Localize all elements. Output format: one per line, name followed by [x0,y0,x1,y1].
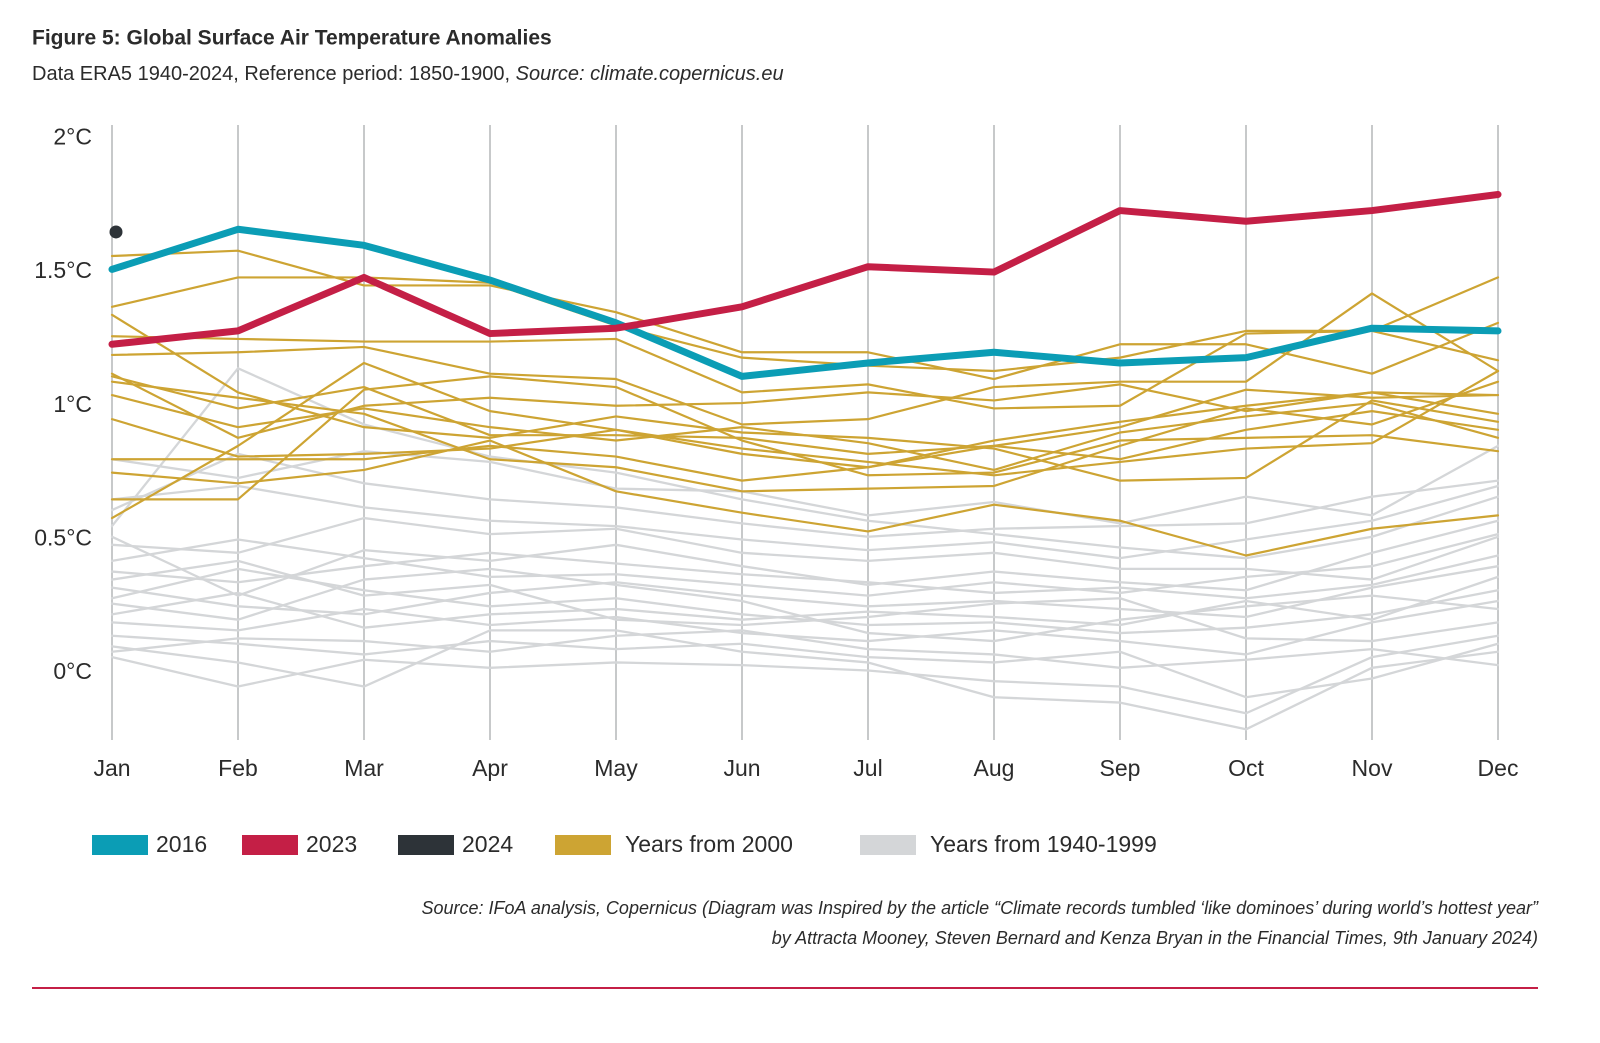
x-tick-label: Oct [1228,755,1264,781]
x-tick-label: Feb [218,755,258,781]
x-tick-label: Jul [853,755,882,781]
year-line [110,439,1500,557]
year-line [110,361,1500,520]
x-tick-label: Nov [1352,755,1393,781]
y-tick-label: 1°C [53,391,92,417]
year-line [110,375,1500,501]
year-line [110,634,1500,715]
y-tick-label: 1.5°C [34,257,92,283]
year-line [110,313,1500,482]
footnote: by Attracta Mooney, Steven Bernard and K… [772,928,1538,948]
year-line [110,532,1500,597]
footnote: Source: IFoA analysis, Copernicus (Diagr… [422,898,1539,918]
x-tick-label: Aug [974,755,1015,781]
legend-swatch [92,835,148,855]
year-line [110,452,1500,538]
legend-swatch [242,835,298,855]
year-line [110,629,1500,731]
chart-title: Figure 5: Global Surface Air Temperature… [32,27,552,50]
year-line [110,519,1500,597]
legend-label: 2024 [462,831,513,857]
y-tick-label: 0.5°C [34,525,92,551]
year-line [110,567,1500,643]
year-line [110,276,1500,410]
x-tick-label: Jan [93,755,130,781]
year-line [110,551,1500,600]
series-line [108,225,1502,380]
year-line [110,292,1500,426]
legend-label: Years from 1940-1999 [930,831,1157,857]
legend-label: 2016 [156,831,207,857]
year-line [110,484,1500,560]
x-tick-label: May [594,755,638,781]
year-line [110,516,1500,581]
legend-label: Years from 2000 [625,831,793,857]
y-tick-label: 2°C [53,123,92,149]
x-tick-label: Apr [472,755,508,781]
y-tick-label: 0°C [53,658,92,684]
year-line [110,369,1500,477]
legend-label: 2023 [306,831,357,857]
x-tick-label: Mar [344,755,384,781]
x-tick-label: Sep [1100,755,1141,781]
x-tick-label: Jun [723,755,760,781]
legend-swatch [398,835,454,855]
year-line [110,375,1500,455]
year-line [110,629,1500,669]
year-line [110,249,1500,381]
year-line [110,367,1500,560]
year-line [110,444,1500,525]
subtitle: Data ERA5 1940-2024, Reference period: 1… [32,63,784,85]
subtitle-source: Source: climate.copernicus.eu [516,63,784,85]
year-line [110,372,1500,439]
legend-swatch [860,835,916,855]
year-line [110,276,1500,373]
series-line [108,191,1502,348]
x-tick-label: Dec [1478,755,1519,781]
year-line [110,559,1500,643]
year-line [110,634,1500,699]
subtitle-text: Data ERA5 1940-2024, Reference period: 1… [32,63,510,85]
year-line [110,599,1500,656]
series-line-point [109,225,123,239]
year-line [110,410,1500,482]
legend-swatch [555,835,611,855]
